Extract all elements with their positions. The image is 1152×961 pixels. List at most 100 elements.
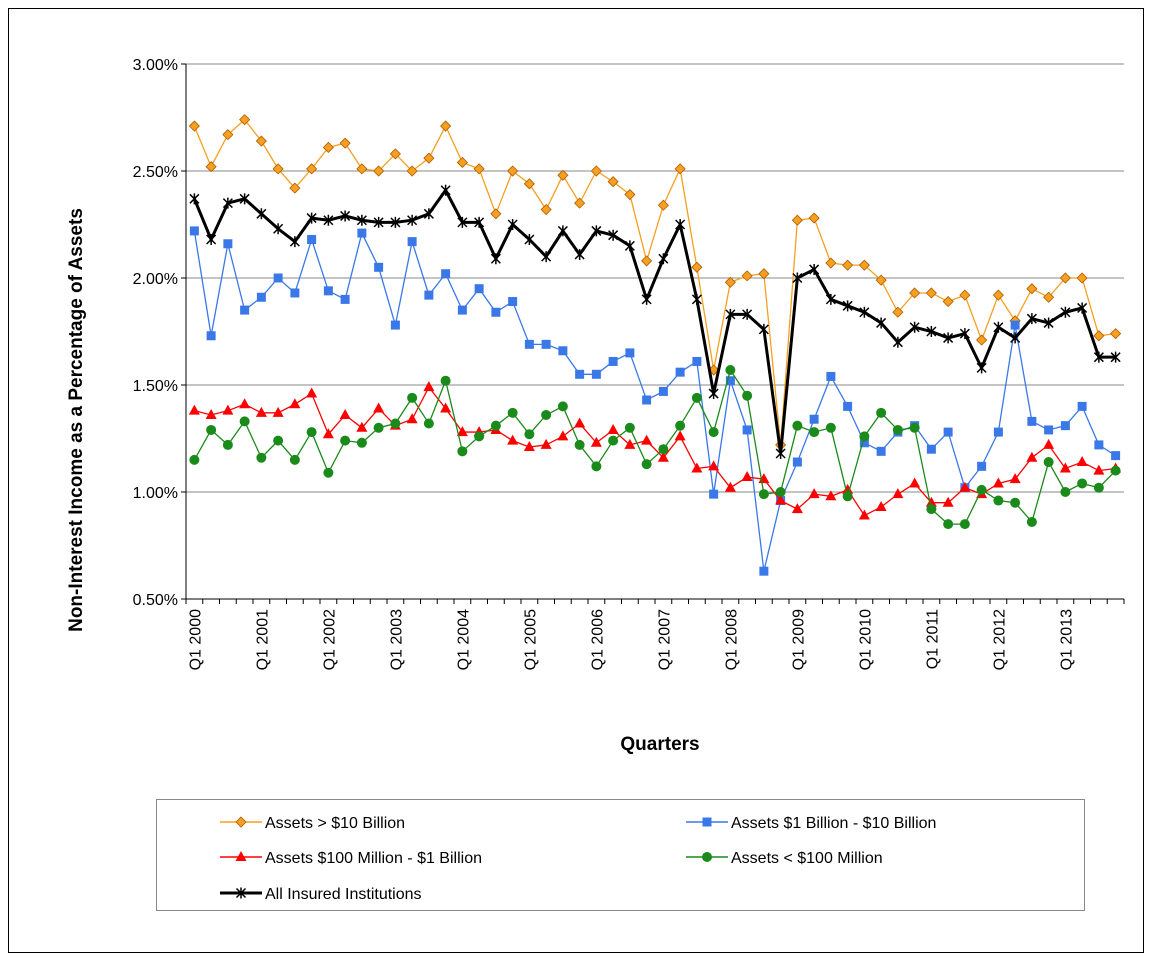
point — [523, 178, 535, 190]
y-tick-label: 2.00% — [133, 271, 178, 288]
point — [222, 439, 233, 450]
point — [339, 137, 351, 149]
point — [859, 438, 869, 448]
point — [658, 386, 668, 396]
point — [625, 348, 635, 358]
point — [222, 197, 233, 209]
x-tick-label: Q1 2008 — [723, 609, 740, 670]
x-tick-label: Q1 2009 — [790, 609, 807, 670]
point — [491, 307, 501, 317]
point — [541, 409, 552, 420]
series — [189, 226, 1121, 576]
point — [724, 481, 736, 492]
legend-box — [156, 799, 1085, 911]
point — [373, 402, 385, 413]
point — [240, 305, 250, 315]
point — [925, 287, 937, 299]
point — [356, 421, 368, 432]
point — [909, 422, 920, 433]
point — [791, 214, 803, 226]
x-tick-label: Q1 2003 — [388, 609, 405, 670]
series — [189, 365, 1121, 530]
point — [859, 431, 870, 442]
point — [724, 276, 736, 288]
point — [1044, 425, 1054, 435]
point — [691, 462, 703, 473]
point — [843, 401, 853, 411]
point — [1026, 313, 1037, 325]
point — [306, 427, 317, 438]
point — [758, 268, 770, 280]
x-tick-label: Q1 2001 — [254, 609, 271, 670]
legend-label: Assets $100 Million - $1 Billion — [265, 850, 482, 867]
series — [188, 114, 1122, 451]
point — [775, 447, 786, 459]
point — [390, 418, 401, 429]
point — [926, 504, 937, 515]
point — [340, 294, 350, 304]
point — [993, 427, 1003, 437]
point — [959, 328, 970, 340]
point — [691, 392, 702, 403]
point — [474, 284, 484, 294]
point — [825, 422, 836, 433]
x-tick-label: Q1 2004 — [455, 609, 472, 670]
y-tick-label: 1.00% — [133, 485, 178, 502]
point — [222, 404, 234, 415]
point — [608, 435, 619, 446]
point — [842, 300, 853, 312]
point — [977, 461, 987, 471]
point — [809, 263, 820, 275]
point — [1043, 438, 1055, 449]
point — [456, 156, 468, 169]
point — [892, 306, 904, 318]
point — [440, 184, 451, 196]
point — [306, 163, 318, 175]
x-tick-label: Q1 2012 — [991, 609, 1008, 670]
point — [942, 295, 954, 308]
point — [523, 441, 535, 452]
x-tick-label: Q1 2000 — [187, 609, 204, 670]
point — [925, 496, 937, 507]
point — [323, 286, 333, 296]
point — [272, 163, 284, 175]
point — [675, 219, 686, 230]
point — [188, 404, 200, 415]
point — [574, 417, 586, 428]
point — [657, 199, 669, 211]
point — [206, 331, 216, 341]
point — [306, 212, 317, 224]
point — [624, 422, 635, 433]
point — [406, 165, 418, 177]
point — [591, 461, 602, 472]
point — [943, 427, 953, 437]
point — [1010, 320, 1020, 330]
point — [507, 219, 518, 230]
point — [641, 434, 653, 445]
point — [440, 120, 452, 132]
point — [792, 272, 803, 284]
point — [1094, 440, 1104, 450]
point — [289, 182, 301, 194]
point — [608, 356, 618, 366]
point — [1010, 497, 1021, 508]
point — [993, 495, 1004, 506]
point — [658, 253, 669, 265]
point — [674, 430, 686, 441]
series — [189, 184, 1121, 459]
point — [758, 489, 769, 500]
point — [1076, 272, 1088, 284]
point — [239, 114, 251, 126]
point — [1093, 330, 1105, 342]
point — [692, 356, 702, 366]
point — [859, 306, 870, 318]
chart-frame — [8, 8, 1144, 953]
point — [373, 165, 385, 177]
point — [189, 193, 200, 205]
point — [490, 208, 502, 220]
point — [674, 163, 686, 175]
point — [540, 438, 552, 449]
point — [624, 188, 636, 201]
point — [307, 234, 317, 244]
point — [256, 452, 267, 463]
